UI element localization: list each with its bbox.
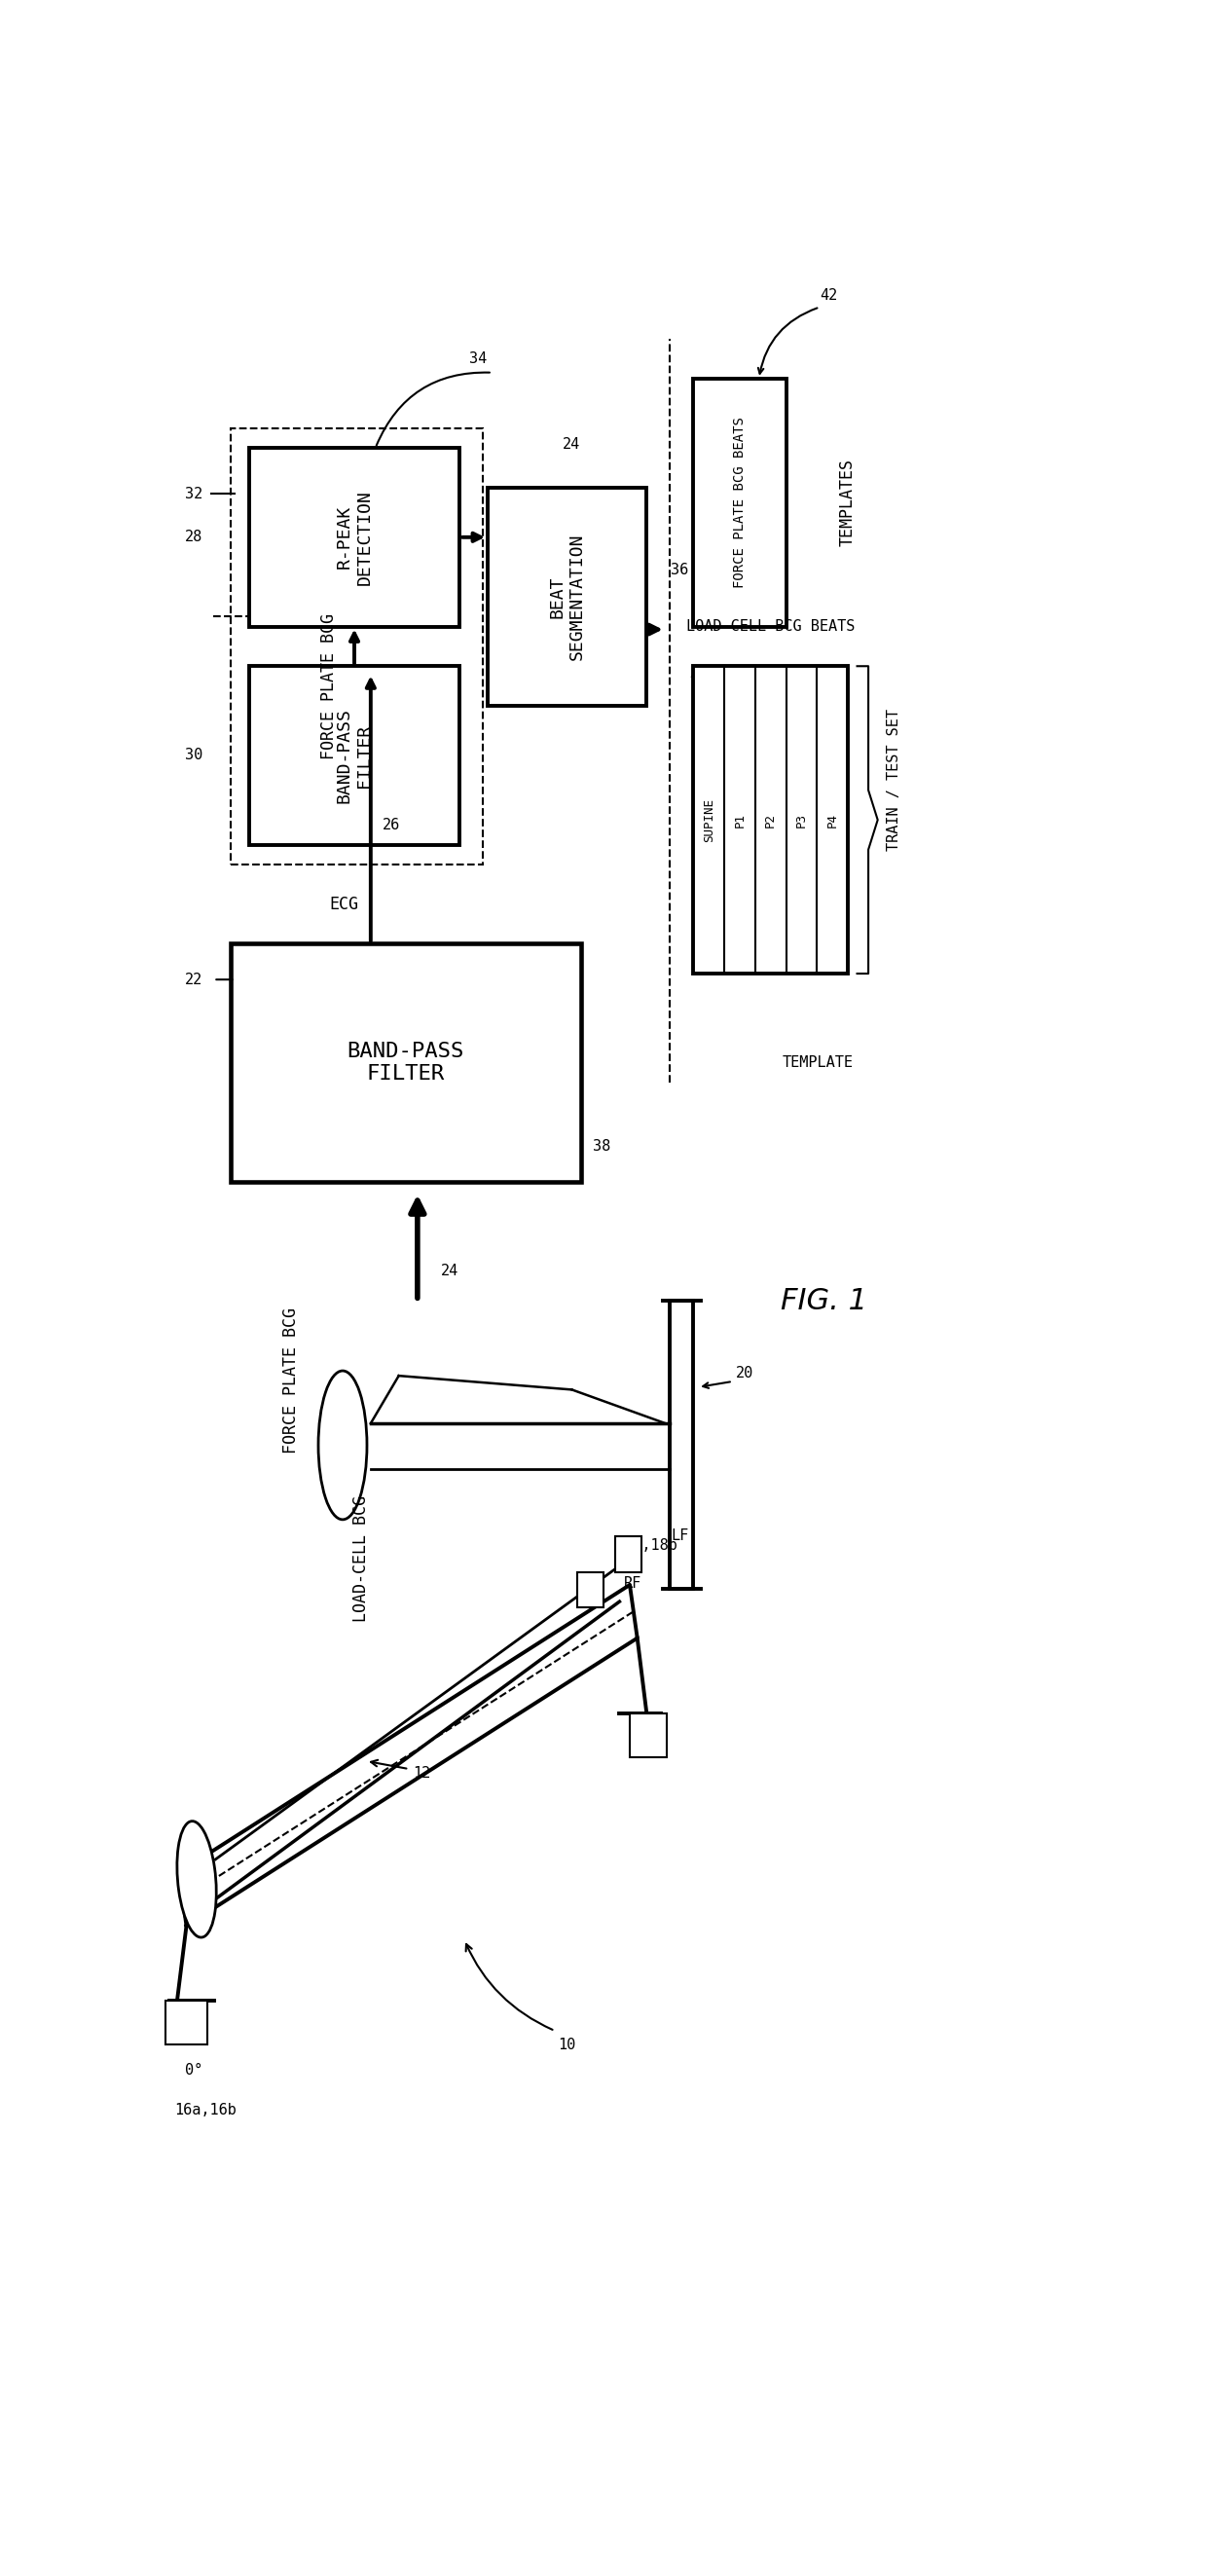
Text: 30: 30 [185, 747, 203, 762]
Text: 38: 38 [593, 1139, 611, 1154]
Text: 36: 36 [671, 562, 688, 577]
Text: BAND-PASS
FILTER: BAND-PASS FILTER [336, 708, 373, 804]
Text: P4: P4 [826, 811, 839, 827]
Text: 42: 42 [821, 289, 838, 301]
Bar [693, 379, 787, 626]
Text: RF: RF [624, 1577, 642, 1592]
Text: 24: 24 [441, 1265, 459, 1278]
Bar [249, 667, 460, 845]
Text: TEMPLATE: TEMPLATE [782, 1056, 853, 1069]
Text: FORCE PLATE BCG: FORCE PLATE BCG [282, 1306, 301, 1453]
Text: TRAIN / TEST SET: TRAIN / TEST SET [887, 708, 902, 850]
Text: ECG: ECG [330, 896, 358, 912]
Text: TEMPLATES: TEMPLATES [839, 459, 857, 546]
Text: R-PEAK
DETECTION: R-PEAK DETECTION [336, 489, 373, 585]
Text: 28: 28 [185, 531, 203, 544]
Text: 12: 12 [413, 1765, 431, 1780]
Text: FORCE PLATE BCG: FORCE PLATE BCG [320, 613, 338, 760]
Bar [670, 1301, 693, 1589]
Ellipse shape [177, 1821, 216, 1937]
Text: 0°: 0° [185, 2063, 203, 2079]
Text: P1: P1 [734, 811, 746, 827]
Text: 24: 24 [562, 438, 581, 451]
Text: LOAD-CELL BCG: LOAD-CELL BCG [352, 1497, 371, 1623]
Bar [577, 1571, 604, 1607]
Bar [630, 1713, 667, 1757]
Text: FORCE PLATE BCG BEATS: FORCE PLATE BCG BEATS [734, 417, 747, 587]
Bar [231, 428, 483, 866]
Text: FIG. 1: FIG. 1 [781, 1288, 868, 1314]
Bar [231, 943, 581, 1182]
Text: P2: P2 [764, 811, 777, 827]
Text: 18a,18b: 18a,18b [616, 1538, 678, 1553]
Bar [249, 448, 460, 626]
Text: SUPINE: SUPINE [702, 799, 716, 842]
Text: 20: 20 [735, 1365, 753, 1381]
Text: 22: 22 [185, 971, 203, 987]
Text: 34: 34 [470, 350, 488, 366]
Text: BEAT
SEGMENTATION: BEAT SEGMENTATION [548, 533, 587, 659]
Bar [614, 1535, 641, 1571]
Text: 40: 40 [689, 670, 707, 683]
Text: 10: 10 [558, 2038, 576, 2053]
Text: LF: LF [671, 1528, 689, 1543]
Text: 32: 32 [185, 487, 203, 500]
Text: LOAD-CELL BCG BEATS: LOAD-CELL BCG BEATS [687, 618, 855, 634]
Bar [488, 487, 647, 706]
Bar [165, 2002, 208, 2045]
Bar [693, 667, 847, 974]
Text: BAND-PASS
FILTER: BAND-PASS FILTER [348, 1041, 465, 1084]
Text: 26: 26 [383, 817, 401, 832]
Text: 16a,16b: 16a,16b [174, 2102, 237, 2117]
Text: P3: P3 [795, 811, 807, 827]
